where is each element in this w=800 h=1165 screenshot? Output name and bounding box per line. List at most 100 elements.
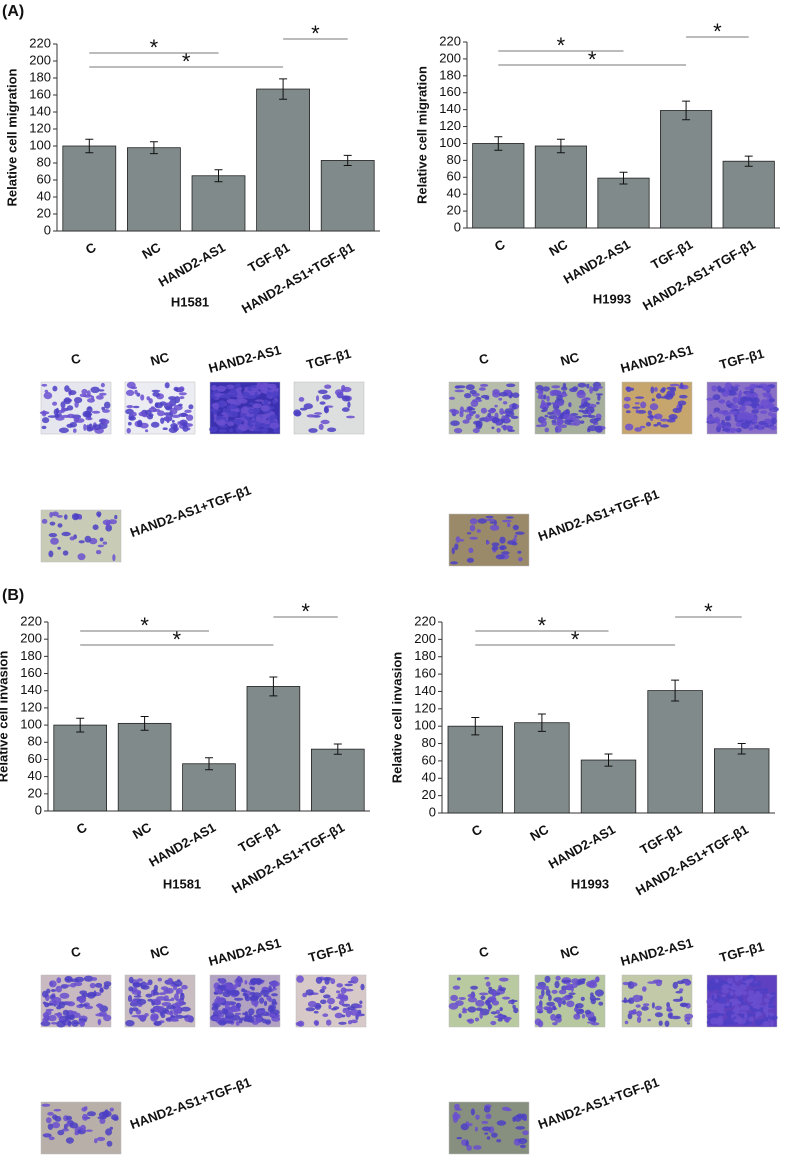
stained-cell: [345, 1010, 352, 1018]
image-caption: C: [69, 350, 83, 367]
y-tick-label: 100: [414, 718, 436, 733]
stained-cell: [126, 405, 134, 409]
stained-cell: [594, 997, 601, 1001]
stained-cell: [256, 416, 266, 424]
stained-cell: [624, 1020, 629, 1025]
stained-cell: [171, 419, 175, 423]
stained-cell: [739, 405, 747, 411]
stained-cell: [623, 403, 630, 409]
error-bar: [556, 138, 565, 154]
stained-cell: [166, 1005, 176, 1010]
stained-cell: [654, 1012, 663, 1018]
stained-cell: [544, 427, 550, 433]
stained-cell: [587, 425, 598, 432]
stained-cell: [473, 1145, 482, 1150]
stained-cell: [630, 387, 634, 391]
stained-cell: [454, 543, 459, 551]
stained-cell: [140, 985, 150, 990]
stained-cell: [84, 1106, 88, 1111]
stained-cell: [64, 975, 73, 983]
stained-cell: [229, 428, 234, 433]
stained-cell: [538, 995, 544, 1000]
stained-cell: [631, 406, 641, 409]
stained-cell: [96, 511, 102, 517]
bar: [534, 145, 587, 229]
y-tick-label: 80: [447, 152, 461, 167]
stained-cell: [41, 1103, 51, 1107]
bar: [191, 175, 246, 232]
stained-cell: [228, 411, 239, 418]
error-bar: [214, 169, 223, 183]
stained-cell: [58, 1001, 66, 1009]
stained-cell: [321, 985, 327, 990]
y-tick-label: 60: [447, 169, 461, 184]
x-tick-label: HAND2-AS1: [146, 820, 218, 870]
y-tick-label: 200: [414, 631, 436, 646]
stained-cell: [711, 385, 717, 392]
stained-cell: [136, 392, 141, 397]
stained-cell: [456, 1136, 463, 1140]
bar: [53, 724, 108, 812]
stained-cell: [458, 1013, 462, 1019]
stained-cell: [57, 1129, 65, 1136]
stained-cell: [555, 1013, 562, 1019]
stained-cell: [493, 519, 497, 526]
stained-cell: [63, 984, 71, 987]
stained-cell: [249, 1019, 254, 1023]
chart-title: H1581: [163, 876, 201, 891]
stained-cell: [636, 1010, 642, 1017]
stained-cell: [717, 995, 721, 999]
stained-cell: [234, 997, 244, 1001]
stained-cell: [625, 410, 631, 414]
stained-cell: [61, 414, 71, 418]
micrograph: [706, 974, 778, 1028]
stained-cell: [244, 993, 249, 1000]
stained-cell: [512, 1116, 516, 1122]
stained-cell: [466, 557, 474, 563]
stained-cell: [679, 403, 683, 410]
bar: [117, 722, 172, 812]
stained-cell: [153, 1020, 162, 1026]
stained-cell: [517, 550, 522, 554]
stained-cell: [51, 1121, 61, 1129]
stained-cell: [213, 1001, 220, 1004]
stained-cell: [56, 515, 63, 518]
stained-cell: [561, 386, 568, 391]
stained-cell: [182, 425, 189, 432]
x-tick-label: NC: [130, 819, 154, 842]
stained-cell: [178, 392, 187, 396]
stained-cell: [142, 414, 149, 418]
stained-cell: [128, 416, 136, 421]
stained-cell: [50, 537, 59, 545]
stained-cell: [632, 994, 642, 1003]
stained-cell: [162, 427, 168, 431]
stained-cell: [552, 1022, 558, 1026]
stained-cell: [651, 398, 655, 402]
stained-cell: [42, 1017, 48, 1024]
stained-cell: [475, 414, 480, 419]
stained-cell: [480, 407, 487, 414]
stained-cell: [260, 989, 270, 996]
micrograph: [706, 381, 779, 435]
micrograph: [209, 381, 281, 435]
stained-cell: [647, 415, 654, 419]
bar: [246, 686, 301, 812]
stained-cell: [96, 395, 104, 400]
stained-cell: [95, 550, 102, 555]
stained-cell: [660, 418, 669, 422]
stained-cell: [553, 416, 560, 421]
stained-cell: [356, 1004, 363, 1009]
stained-cell: [97, 1003, 102, 1009]
stained-cell: [328, 1004, 332, 1010]
stained-cell: [744, 1012, 748, 1020]
stained-cell: [645, 421, 652, 427]
stained-cell: [649, 403, 659, 411]
stained-cell: [248, 1008, 255, 1016]
y-tick-label: 120: [20, 699, 42, 714]
stained-cell: [594, 386, 603, 389]
stained-cell: [101, 406, 106, 411]
stained-cell: [589, 995, 596, 1002]
stained-cell: [150, 1013, 159, 1020]
micrograph: [295, 974, 367, 1028]
stained-cell: [320, 999, 327, 1005]
